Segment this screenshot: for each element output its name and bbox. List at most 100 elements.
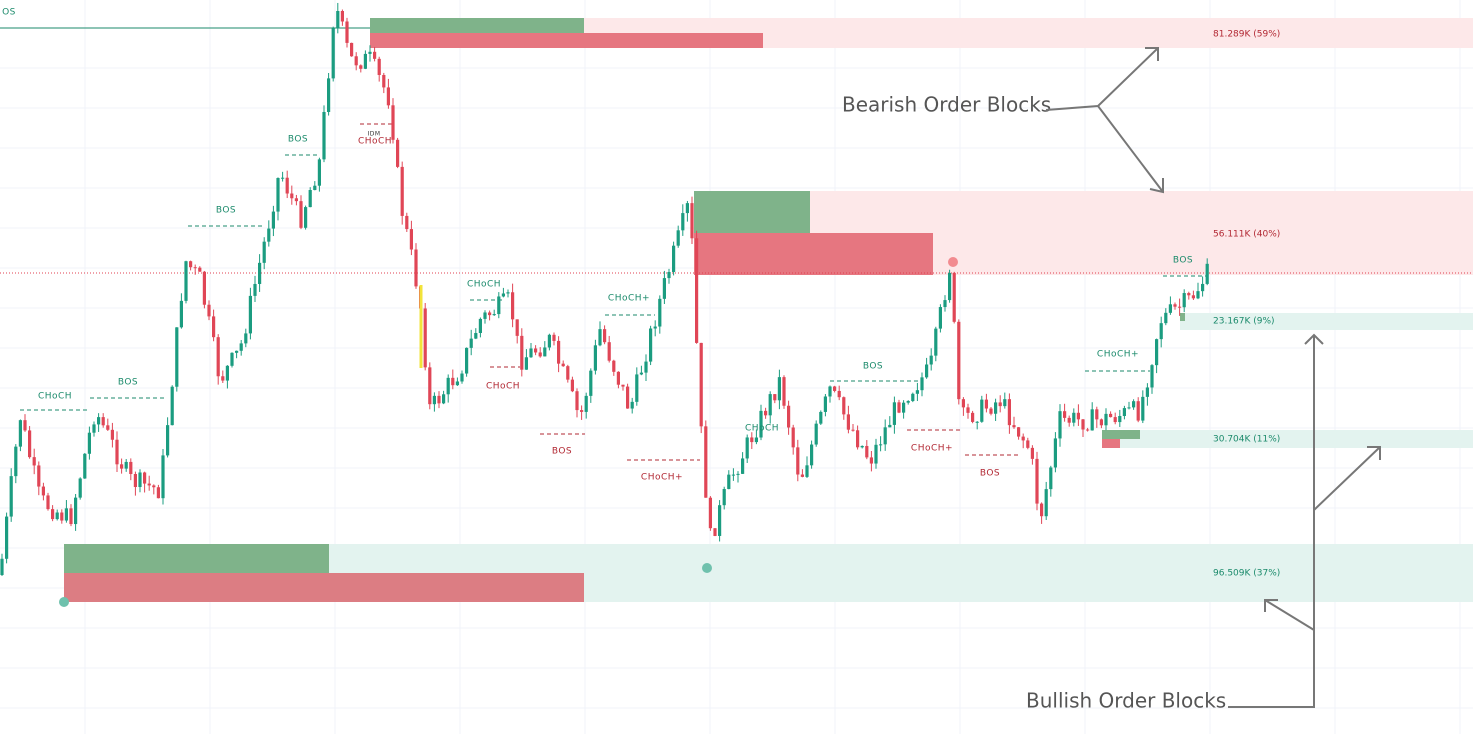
candle-body [552, 334, 556, 341]
candle-body [1109, 413, 1113, 418]
candle [883, 419, 887, 451]
candle-body [915, 390, 919, 394]
candle [616, 371, 620, 389]
candle-body [230, 352, 234, 366]
candle [396, 137, 400, 169]
candle-body [414, 249, 418, 287]
candle [244, 328, 248, 348]
candle-body [1086, 429, 1090, 431]
candle-body [258, 262, 262, 284]
candle [373, 46, 377, 62]
candle-body [423, 308, 427, 368]
candle [235, 350, 239, 359]
candle [1201, 276, 1205, 297]
candle [1122, 405, 1126, 420]
candle [911, 392, 915, 403]
candle [239, 339, 243, 356]
candle [1118, 409, 1122, 427]
candle-body [1191, 295, 1195, 299]
candle [846, 405, 850, 434]
candle-body [612, 360, 616, 372]
candle [175, 327, 179, 392]
candle-body [1141, 396, 1145, 421]
candle [929, 348, 933, 371]
candle [860, 445, 864, 449]
candle-body [184, 261, 188, 301]
candle [1145, 383, 1149, 406]
candle [138, 469, 142, 493]
candle [810, 440, 814, 469]
candle [745, 434, 749, 463]
candle [1030, 445, 1034, 465]
candle [644, 354, 648, 381]
candle [589, 368, 593, 403]
structure-lines [20, 123, 1207, 461]
candle-body [630, 401, 634, 409]
candle-body [143, 472, 147, 484]
candle-body [759, 410, 763, 438]
candle-body [41, 486, 45, 496]
candle [327, 72, 331, 116]
candle-body [1095, 409, 1099, 420]
candle [23, 414, 27, 432]
candle-body [442, 394, 446, 404]
candle-body [271, 211, 275, 229]
candle [483, 310, 487, 324]
candle-body [883, 427, 887, 445]
candle-body [437, 395, 441, 404]
structure-label: CHoCH+ [608, 294, 650, 304]
candle-body [244, 333, 248, 344]
candle [32, 448, 36, 475]
candle-body [331, 28, 335, 79]
candle-body [819, 411, 823, 424]
candle-body [639, 372, 643, 375]
candle-body [239, 343, 243, 351]
structure-label: CHoCH [486, 382, 520, 392]
candle-body [695, 238, 699, 343]
candle-body [133, 474, 137, 488]
candle [377, 56, 381, 82]
candle-body [350, 42, 354, 57]
candle-body [216, 337, 220, 377]
candle-body [276, 178, 280, 212]
candle-body [1067, 417, 1071, 423]
candle [492, 309, 496, 316]
candle [570, 376, 574, 393]
structure-label: BOS [118, 378, 138, 388]
candle [538, 347, 542, 358]
candle-body [14, 446, 18, 477]
candle [837, 385, 841, 401]
candle [1164, 308, 1168, 326]
candle [851, 423, 855, 432]
candle [437, 391, 441, 409]
candle-body [161, 455, 165, 499]
candle [400, 161, 404, 225]
candle-body [764, 410, 768, 416]
candle [777, 369, 781, 410]
candle [584, 392, 588, 419]
ob-volume [694, 191, 810, 233]
candle-body [681, 213, 685, 231]
candle [336, 2, 340, 34]
candle-body [1104, 413, 1108, 426]
candle [874, 438, 878, 469]
candle-body [18, 420, 22, 447]
structure-label: IDM [367, 131, 380, 138]
structure-label: CHoCH [745, 424, 779, 434]
candle [1067, 415, 1071, 427]
candle-body [704, 426, 708, 498]
candle [1053, 432, 1057, 473]
candle [28, 426, 32, 459]
candle-body [60, 512, 64, 521]
swing-point [59, 597, 69, 607]
candle-body [1081, 419, 1085, 430]
candle [428, 362, 432, 410]
candle [1155, 338, 1159, 374]
candle [1007, 393, 1011, 434]
candle-body [1113, 417, 1117, 423]
candle-body [658, 298, 662, 327]
candle-body [984, 399, 988, 409]
candle [294, 194, 298, 206]
candle [313, 181, 317, 191]
candle-body [9, 476, 13, 517]
